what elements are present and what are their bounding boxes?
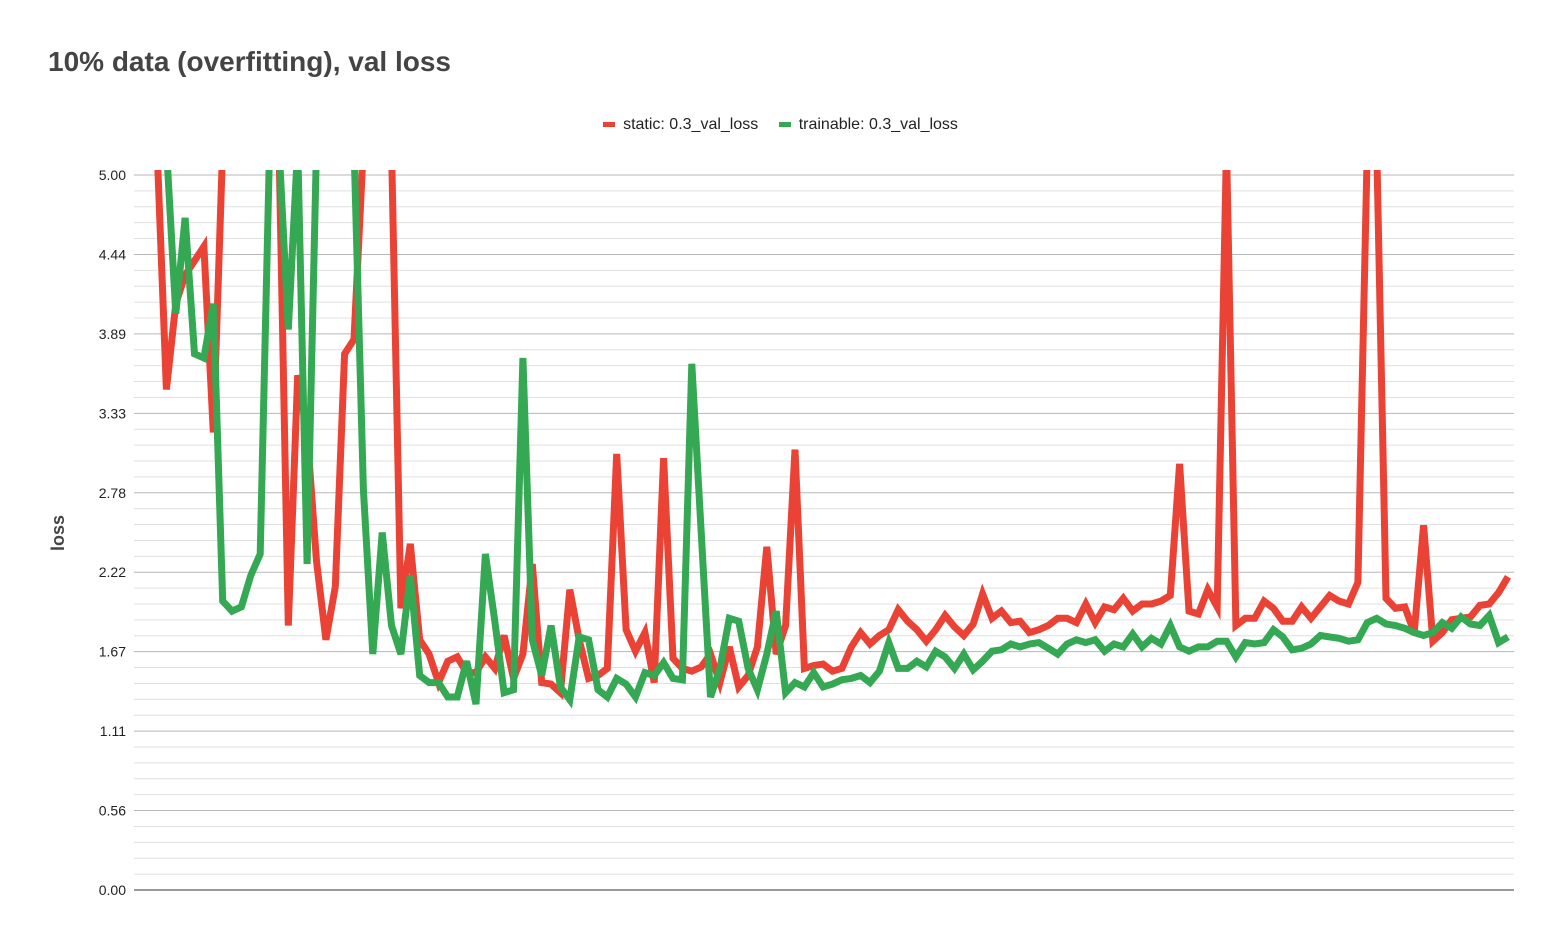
legend: static: 0.3_val_loss trainable: 0.3_val_… (0, 114, 1561, 134)
y-tick-label: 0.56 (99, 803, 126, 819)
y-axis-ticks: 0.00 0.56 1.11 1.67 2.22 2.78 3.33 3.89 4.44 5.00 (99, 167, 126, 898)
legend-label-trainable: trainable: 0.3_val_loss (798, 115, 958, 133)
y-tick-label: 2.22 (99, 564, 126, 580)
y-tick-label: 2.78 (99, 485, 126, 501)
y-tick-label: 1.11 (100, 723, 126, 739)
major-gridlines (134, 174, 1514, 812)
series-line-static[interactable] (154, 146, 1512, 701)
legend-swatch-static (603, 122, 616, 127)
legend-swatch-trainable (778, 122, 791, 127)
y-tick-label: 1.67 (99, 644, 126, 660)
chart-title: 10% data (overfitting), val loss (48, 46, 451, 77)
y-tick-label: 3.89 (99, 326, 126, 342)
legend-item-static[interactable]: static: 0.3_val_loss (603, 116, 758, 134)
series-layer (154, 146, 1512, 709)
y-tick-label: 4.44 (99, 246, 126, 262)
legend-item-trainable[interactable]: trainable: 0.3_val_loss (778, 115, 958, 134)
y-axis-label: loss (48, 515, 68, 551)
y-tick-label: 5.00 (99, 167, 126, 183)
y-tick-label: 0.00 (99, 882, 126, 898)
y-tick-label: 3.33 (99, 405, 126, 421)
minor-gridlines (134, 190, 1514, 875)
legend-label-static: static: 0.3_val_loss (623, 115, 759, 133)
series-line-trainable[interactable] (157, 146, 1510, 709)
